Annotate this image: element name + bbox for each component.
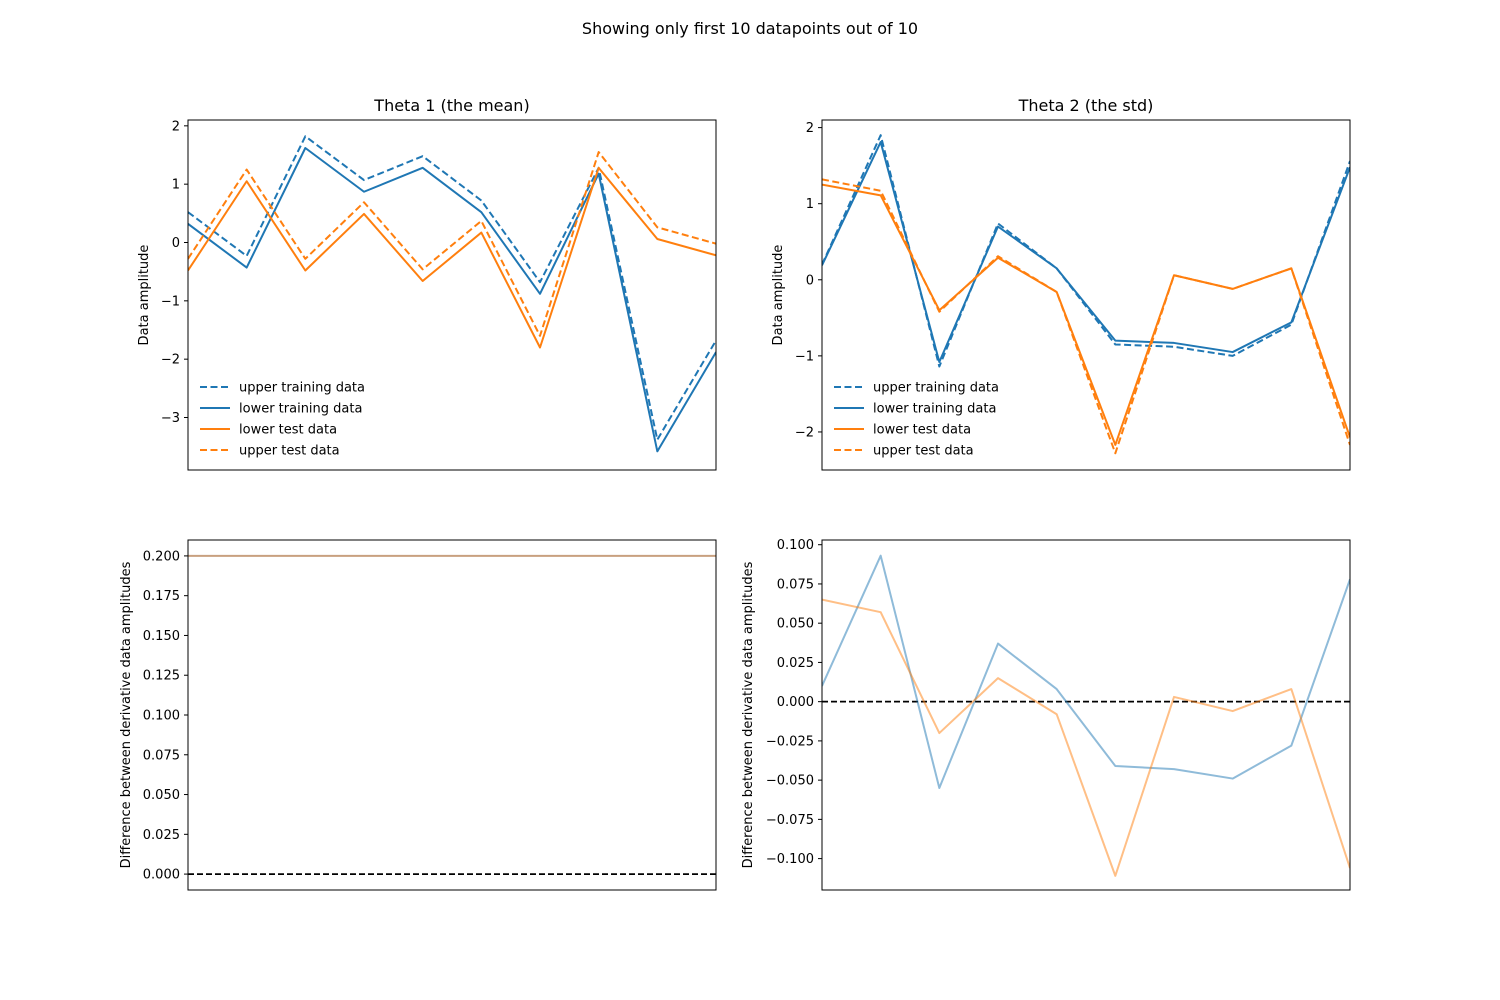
y-tick-label: 0 [172, 236, 180, 251]
y-tick-label: 1 [172, 178, 180, 193]
legend-label: lower test data [873, 423, 971, 438]
y-tick-label: 0.100 [777, 538, 814, 553]
legend-label: lower test data [239, 423, 337, 438]
y-tick-label: 0.025 [777, 656, 814, 671]
panel-theta2-std: Theta 2 (the std) Data amplitude 2 1 0 −1 −2 up… [771, 96, 1351, 471]
y-tick-label: 0.000 [143, 868, 180, 883]
legend-label: upper training data [873, 381, 999, 396]
panel-theta1-difference: Difference between derivative data ampli… [119, 539, 717, 891]
plot-area [822, 554, 1350, 877]
y-tick-label: −0.025 [766, 734, 814, 749]
y-tick-label: 0 [806, 273, 814, 288]
y-tick-label: −0.050 [766, 774, 814, 789]
legend-label: lower training data [239, 402, 362, 417]
y-tick-label: 0.150 [143, 629, 180, 644]
legend-label: upper training data [239, 381, 365, 396]
y-tick-label: 0.025 [143, 828, 180, 843]
y-tick-label: 0.000 [777, 695, 814, 710]
y-tick-label: −2 [161, 353, 180, 368]
panel-theta1-mean: Theta 1 (the mean) Data amplitude 2 1 0 −1 −2 −… [137, 96, 717, 471]
y-tick-label: −1 [161, 294, 180, 309]
plot-area [822, 134, 1350, 455]
legend-label: upper test data [239, 444, 340, 459]
figure-suptitle: Showing only first 10 datapoints out of … [582, 19, 918, 38]
y-tick-label: 1 [806, 197, 814, 212]
axes-frame [821, 119, 1351, 471]
y-axis-label: Difference between derivative data ampli… [741, 561, 756, 868]
y-tick-label: −0.100 [766, 852, 814, 867]
y-tick-label: 2 [172, 119, 180, 134]
y-tick-label: −3 [161, 411, 180, 426]
series-line-upper-test-data [822, 178, 1350, 455]
y-ticks: 0.100 0.075 0.050 0.025 0.000 −0.025 −0.050 −0.… [766, 538, 822, 867]
series-line-upper-training-data [822, 134, 1350, 368]
axes-frame [187, 119, 717, 471]
legend: upper training data lower training data lo… [834, 381, 999, 459]
y-tick-label: 0.175 [143, 589, 180, 604]
y-tick-label: −2 [795, 425, 814, 440]
y-ticks: 0.200 0.175 0.150 0.125 0.100 0.075 0.050 0.025… [143, 549, 188, 883]
panel-theta2-difference: Difference between derivative data ampli… [741, 538, 1351, 891]
y-tick-label: 0.075 [777, 577, 814, 592]
y-ticks: 2 1 0 −1 −2 −3 [161, 119, 188, 426]
plot-area [188, 135, 716, 453]
y-tick-label: 0.050 [777, 617, 814, 632]
axes-frame [187, 539, 717, 891]
legend: upper training data lower training data lo… [200, 381, 365, 459]
y-axis-label: Data amplitude [137, 245, 152, 346]
series-line-orange-1 [822, 598, 1350, 877]
y-tick-label: 0.050 [143, 788, 180, 803]
legend-label: lower training data [873, 402, 996, 417]
series-line-upper-training-data [188, 135, 716, 441]
y-tick-label: 0.200 [143, 549, 180, 564]
y-tick-label: 2 [806, 121, 814, 136]
series-line-lower-test-data [188, 166, 716, 349]
series-line-upper-test-data [188, 151, 716, 337]
plot-area [188, 554, 716, 875]
axes-frame [821, 539, 1351, 891]
y-tick-label: 0.100 [143, 709, 180, 724]
y-tick-label: 0.075 [143, 748, 180, 763]
legend-label: upper test data [873, 444, 974, 459]
panel-title: Theta 2 (the std) [1018, 96, 1154, 115]
y-axis-label: Data amplitude [771, 245, 786, 346]
series-line-lower-training-data [188, 147, 716, 453]
y-axis-label: Difference between derivative data ampli… [119, 561, 134, 868]
y-tick-label: −1 [795, 349, 814, 364]
panel-title: Theta 1 (the mean) [373, 96, 529, 115]
y-tick-label: 0.125 [143, 669, 180, 684]
y-tick-label: −0.075 [766, 813, 814, 828]
y-ticks: 2 1 0 −1 −2 [795, 121, 822, 440]
